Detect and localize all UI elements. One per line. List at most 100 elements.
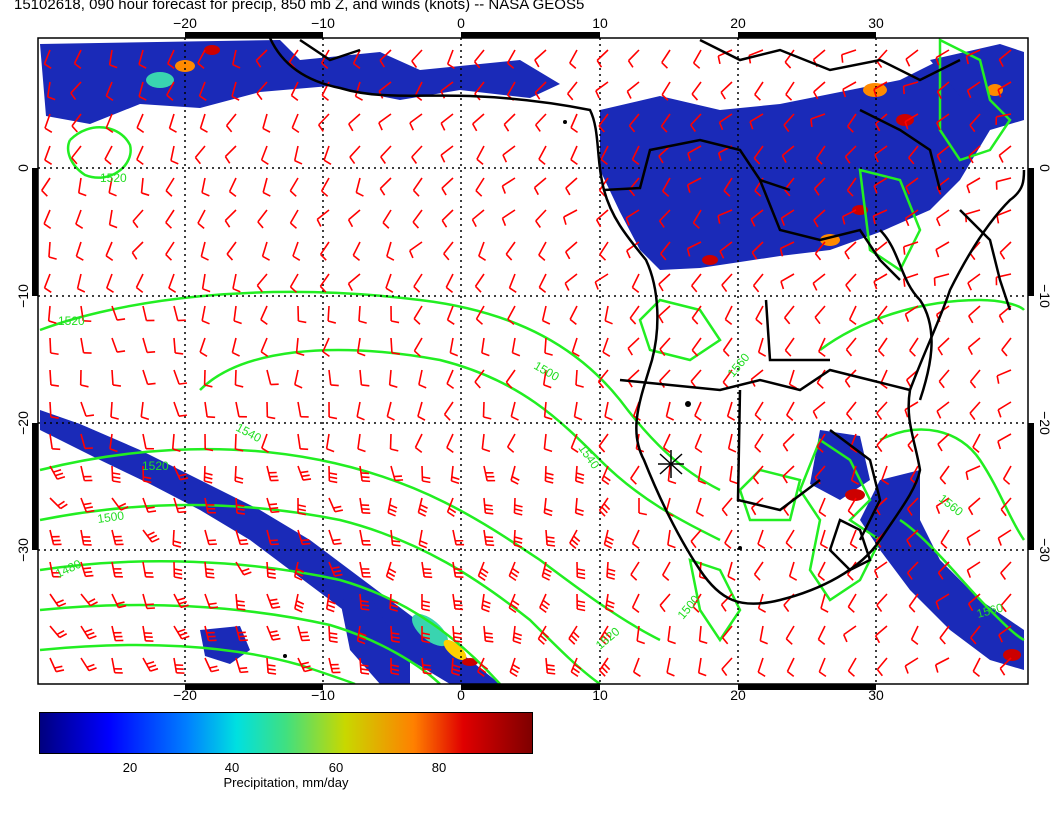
wind-barb <box>534 81 547 100</box>
colorbar-tick: 20 <box>122 760 138 775</box>
wind-barb <box>235 529 249 546</box>
wind-barb <box>662 561 671 581</box>
wind-barb <box>359 561 371 578</box>
wind-barb <box>289 177 299 197</box>
lon-label: 20 <box>730 15 746 31</box>
wind-barb <box>569 305 578 325</box>
wind-barb <box>660 113 671 133</box>
wind-barb <box>421 561 433 579</box>
wind-barb <box>507 305 516 325</box>
wind-barb <box>904 209 919 227</box>
wind-barb <box>754 81 764 101</box>
wind-barb <box>631 145 640 166</box>
wind-barb <box>508 593 520 614</box>
wind-barb <box>111 465 121 484</box>
wind-barb <box>506 49 516 69</box>
wind-barb <box>595 209 609 228</box>
wind-barb <box>786 401 795 421</box>
wind-barb <box>111 337 126 353</box>
wind-barb <box>752 465 764 485</box>
wind-barb <box>967 337 981 356</box>
wind-barb <box>446 497 457 518</box>
wind-barb <box>597 369 609 389</box>
wind-barb <box>413 273 423 293</box>
wind-barb <box>904 401 919 418</box>
wind-barb <box>173 305 186 322</box>
wind-barb <box>142 305 155 322</box>
wind-barb <box>997 529 1012 546</box>
wind-barb <box>667 625 676 645</box>
wind-barb <box>204 593 219 609</box>
wind-barb <box>996 369 1012 384</box>
wind-barb <box>997 433 1012 450</box>
wind-barb <box>598 657 611 677</box>
wind-barb <box>138 49 147 69</box>
wind-barb <box>322 337 330 358</box>
wind-barb <box>49 529 62 546</box>
wind-barb <box>564 273 578 291</box>
wind-barb <box>818 497 827 518</box>
wind-barb <box>142 625 154 642</box>
wind-barb <box>727 561 736 581</box>
wind-barb <box>201 273 211 293</box>
wind-barb <box>574 497 584 517</box>
wind-barb <box>690 369 702 389</box>
wind-barb <box>876 433 888 453</box>
wind-barb <box>378 113 392 131</box>
wind-barb <box>290 81 299 102</box>
wind-barb <box>686 177 702 193</box>
wind-barbs <box>41 49 1012 678</box>
wind-barb <box>565 241 578 260</box>
wind-barb <box>538 145 547 165</box>
wind-barb <box>666 657 675 677</box>
wind-barb <box>848 305 857 326</box>
wind-barb <box>1000 593 1012 613</box>
wind-barb <box>813 81 826 100</box>
wind-barb <box>328 561 343 577</box>
wind-barb <box>471 209 485 228</box>
wind-barb <box>140 401 150 421</box>
wind-barb <box>627 369 640 388</box>
wind-barb <box>204 561 215 579</box>
wind-barb <box>43 49 52 70</box>
wind-barb <box>226 241 237 261</box>
wind-barb <box>80 401 95 417</box>
wind-barb <box>1002 465 1012 485</box>
wind-barb <box>108 49 118 69</box>
wind-barb <box>501 177 516 194</box>
lon-label: −10 <box>311 15 335 31</box>
wind-barb <box>387 497 398 517</box>
wind-barb <box>906 529 919 548</box>
wind-barb <box>717 209 733 224</box>
wind-barb <box>138 81 147 101</box>
wind-barb <box>603 529 614 549</box>
wind-barb <box>873 561 888 579</box>
wind-barb <box>325 593 336 613</box>
wind-barb <box>606 561 616 580</box>
wind-barb <box>255 49 268 68</box>
wind-barb <box>697 465 707 485</box>
wind-barb <box>660 241 671 261</box>
wind-barb <box>388 369 398 389</box>
wind-barb <box>79 369 89 388</box>
wind-barb <box>850 465 859 485</box>
wind-barb <box>880 369 888 390</box>
wind-barb <box>168 113 177 133</box>
wind-barb <box>135 273 144 294</box>
wind-barb <box>325 433 335 453</box>
wind-barb <box>502 145 516 163</box>
wind-barb <box>753 145 764 165</box>
wind-barb <box>440 113 454 131</box>
wind-barb <box>902 81 919 95</box>
wind-barb <box>233 305 242 325</box>
wind-barb <box>49 337 59 356</box>
wind-barb <box>483 529 495 547</box>
wind-barb <box>695 497 704 517</box>
wind-barb <box>450 465 460 485</box>
wind-barb <box>508 561 520 582</box>
wind-barb <box>421 465 431 484</box>
wind-barb <box>173 625 190 640</box>
wind-barb <box>757 593 767 613</box>
wind-barb <box>293 561 305 581</box>
lat-label: −20 <box>1037 411 1053 435</box>
